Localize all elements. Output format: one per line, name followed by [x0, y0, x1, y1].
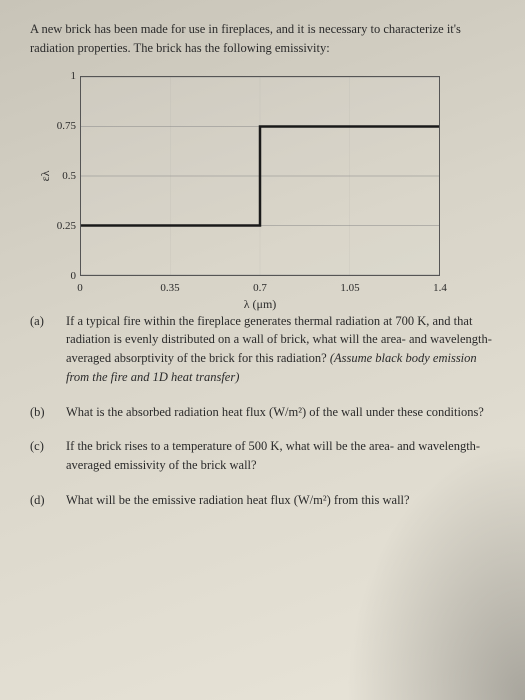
question-text: If a typical fire within the fireplace g… — [66, 312, 495, 387]
question-row: (c)If the brick rises to a temperature o… — [30, 437, 495, 475]
emissivity-chart: ελ λ (μm) 00.250.50.751 00.350.71.051.4 — [80, 76, 440, 276]
question-text: What is the absorbed radiation heat flux… — [66, 403, 495, 422]
question-text: What will be the emissive radiation heat… — [66, 491, 495, 510]
question-row: (a)If a typical fire within the fireplac… — [30, 312, 495, 387]
chart-ytick: 1 — [48, 70, 76, 82]
question-label: (d) — [30, 491, 66, 510]
chart-xtick: 0.7 — [253, 282, 267, 294]
question-text: If the brick rises to a temperature of 5… — [66, 437, 495, 475]
chart-plot-area — [80, 76, 440, 276]
question-row: (b)What is the absorbed radiation heat f… — [30, 403, 495, 422]
question-label: (b) — [30, 403, 66, 422]
question-label: (a) — [30, 312, 66, 387]
chart-xlabel: λ (μm) — [244, 297, 277, 312]
question-label: (c) — [30, 437, 66, 475]
chart-xtick: 0 — [77, 282, 83, 294]
chart-ytick: 0.75 — [48, 120, 76, 132]
chart-xtick: 0.35 — [160, 282, 179, 294]
chart-svg — [81, 77, 439, 275]
chart-xtick: 1.05 — [340, 282, 359, 294]
question-list: (a)If a typical fire within the fireplac… — [30, 312, 495, 510]
chart-ytick: 0 — [48, 270, 76, 282]
question-row: (d)What will be the emissive radiation h… — [30, 491, 495, 510]
chart-xtick: 1.4 — [433, 282, 447, 294]
chart-ytick: 0.5 — [48, 170, 76, 182]
intro-text: A new brick has been made for use in fir… — [30, 20, 495, 58]
chart-ytick: 0.25 — [48, 220, 76, 232]
